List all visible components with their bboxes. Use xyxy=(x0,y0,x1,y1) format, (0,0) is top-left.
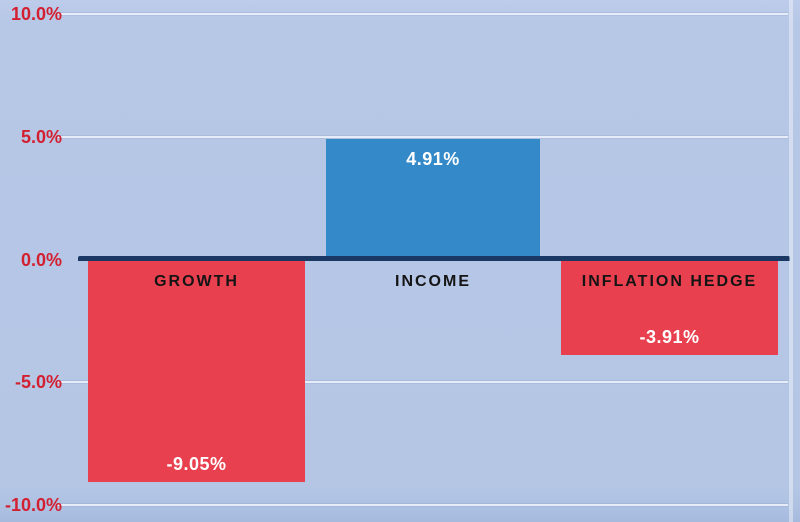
y-axis-tick-label: 5.0% xyxy=(20,126,62,147)
value-label-income: 4.91% xyxy=(406,148,460,169)
gridline xyxy=(57,13,788,15)
bar-inflation-hedge: -3.91% xyxy=(561,259,778,356)
gridline xyxy=(57,135,788,138)
y-axis-tick-label: -5.0% xyxy=(14,372,62,393)
plot-right-edge-highlight xyxy=(789,0,793,522)
category-label-income: INCOME xyxy=(395,273,471,290)
gridline xyxy=(57,381,788,384)
bar-income: 4.91% xyxy=(326,138,540,260)
category-label-inflation-hedge: INFLATION HEDGE xyxy=(581,273,758,290)
zero-axis-line xyxy=(78,256,790,261)
value-label-inflation-hedge: -3.91% xyxy=(639,327,700,348)
y-axis-tick-label: 10.0% xyxy=(10,4,62,24)
y-axis-tick-label: -10.0% xyxy=(4,495,62,515)
category-label-growth: GROWTH xyxy=(154,273,239,290)
y-axis-tick-label: 0.0% xyxy=(20,249,62,270)
gridline xyxy=(57,504,788,506)
value-label-growth: -9.05% xyxy=(166,453,227,474)
bar-growth: -9.05% xyxy=(88,259,305,482)
